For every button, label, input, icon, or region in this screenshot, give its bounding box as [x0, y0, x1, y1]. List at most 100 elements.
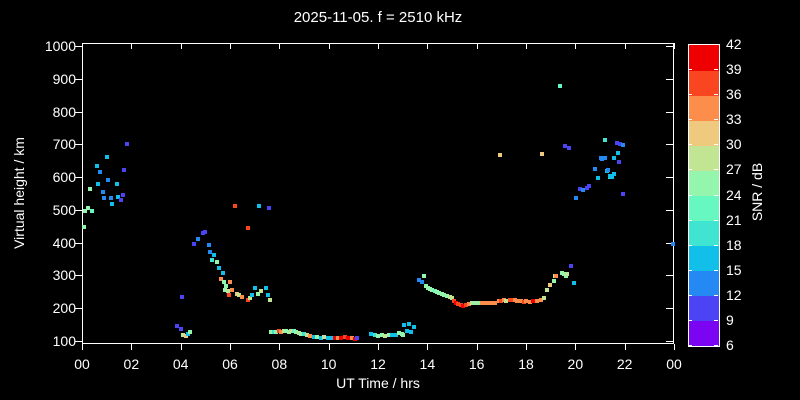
data-point	[454, 300, 459, 305]
data-point	[483, 301, 488, 306]
colorbar-tick-label: 30	[726, 136, 742, 153]
data-point	[442, 292, 447, 297]
data-point	[515, 298, 520, 303]
x-tick-mark	[180, 344, 182, 350]
data-point	[426, 286, 431, 291]
data-point	[81, 225, 86, 230]
x-tick-mark-top	[230, 43, 231, 49]
colorbar-tick-mark	[688, 119, 692, 121]
data-point	[558, 84, 563, 89]
data-point	[408, 330, 413, 335]
data-point	[401, 323, 406, 328]
colorbar-tick-mark-right	[714, 94, 718, 96]
colorbar-tick-mark	[688, 219, 692, 221]
x-tick-mark-top	[526, 43, 527, 49]
colorbar-tick-label: 21	[726, 211, 742, 228]
data-point	[466, 302, 471, 307]
data-point	[616, 160, 621, 165]
data-point	[221, 280, 226, 285]
data-point	[397, 330, 402, 335]
data-point	[332, 335, 337, 340]
data-point	[237, 292, 242, 297]
y-tick-label: 500	[52, 201, 76, 218]
y-tick-mark-right	[666, 340, 673, 342]
x-axis-label: UT Time / hrs	[336, 375, 420, 391]
data-point	[304, 333, 309, 338]
x-tick-mark-top	[131, 43, 133, 49]
data-point	[95, 163, 100, 168]
y-axis-label: Virtual height / km	[11, 137, 27, 249]
data-point	[245, 225, 250, 230]
colorbar-tick-mark-right	[714, 219, 718, 221]
data-point	[226, 289, 231, 294]
x-tick-mark-top	[427, 43, 429, 49]
data-point	[318, 335, 323, 340]
colorbar-tick-mark	[688, 144, 692, 146]
data-point	[606, 167, 611, 172]
data-point	[181, 333, 186, 338]
data-point	[497, 153, 502, 158]
data-point	[545, 288, 550, 293]
data-point	[434, 289, 439, 294]
x-tick-mark-top	[624, 43, 626, 49]
data-point	[369, 331, 374, 336]
data-point	[383, 334, 388, 339]
data-point	[510, 297, 515, 302]
colorbar-segment	[689, 120, 719, 146]
colorbar-tick-label: 24	[726, 186, 742, 203]
y-tick-label: 300	[52, 267, 76, 284]
data-point	[531, 299, 536, 304]
colorbar-tick-mark-right	[714, 345, 718, 346]
colorbar-tick-mark	[688, 169, 692, 171]
data-point	[90, 209, 95, 214]
data-point	[268, 297, 273, 302]
y-tick-mark-right	[666, 78, 673, 80]
data-point	[101, 196, 106, 201]
y-tick-label: 1000	[44, 38, 76, 55]
data-point	[279, 329, 284, 334]
data-point	[563, 144, 568, 149]
y-tick-mark	[75, 209, 82, 211]
data-point	[88, 186, 93, 191]
x-tick-label: 10	[320, 356, 337, 372]
colorbar-tick-label: 27	[726, 161, 742, 178]
data-point	[449, 295, 454, 300]
data-point	[421, 273, 426, 278]
y-tick-mark	[75, 177, 82, 179]
x-tick-label: 00	[74, 356, 90, 372]
colorbar-tick-label: 9	[726, 311, 734, 328]
x-tick-label: 14	[419, 356, 436, 372]
data-point	[554, 274, 559, 279]
data-point	[602, 155, 607, 160]
data-point	[82, 209, 87, 214]
colorbar-tick-label: 39	[726, 61, 742, 78]
colorbar-tick-mark-right	[714, 194, 718, 196]
plot-area	[82, 43, 674, 344]
data-point	[596, 176, 601, 181]
data-point	[440, 291, 445, 296]
data-point	[487, 300, 491, 305]
data-point	[294, 330, 299, 335]
colorbar-tick-label: 42	[726, 36, 742, 52]
data-point	[671, 242, 676, 247]
colorbar-tick-label: 18	[726, 236, 742, 253]
data-point	[284, 329, 289, 334]
y-tick-mark-right	[666, 242, 673, 244]
data-point	[219, 276, 224, 281]
data-point	[519, 299, 524, 304]
data-point	[479, 301, 484, 306]
data-point	[572, 281, 577, 286]
x-tick-mark	[674, 344, 675, 350]
data-point	[474, 301, 479, 306]
x-tick-mark-top	[674, 43, 675, 49]
data-point	[458, 303, 463, 308]
x-tick-mark	[427, 344, 429, 350]
data-point	[222, 288, 227, 293]
colorbar-segment	[689, 95, 719, 121]
y-tick-mark	[75, 340, 82, 342]
data-point	[179, 294, 184, 299]
colorbar-tick-mark-right	[714, 244, 718, 246]
data-point	[564, 274, 569, 279]
data-point	[253, 286, 258, 291]
data-point	[203, 229, 208, 234]
